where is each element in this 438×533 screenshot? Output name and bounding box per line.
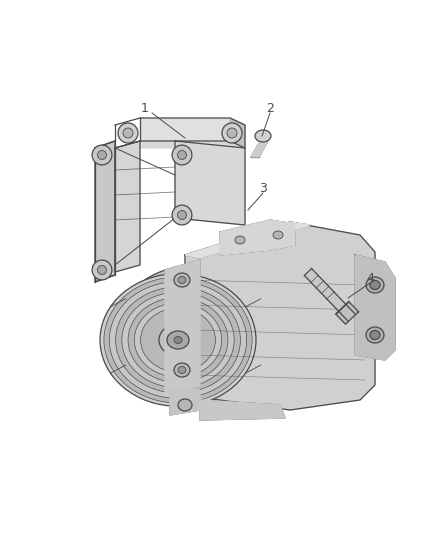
Polygon shape [170,390,200,415]
Polygon shape [185,222,310,258]
Ellipse shape [178,367,186,374]
Ellipse shape [370,330,380,340]
Ellipse shape [115,265,271,398]
Ellipse shape [227,128,237,138]
Ellipse shape [98,265,106,274]
Polygon shape [251,143,267,157]
Polygon shape [115,141,245,148]
Polygon shape [230,118,245,148]
Polygon shape [115,141,140,272]
Ellipse shape [177,211,187,220]
Ellipse shape [235,236,245,244]
Ellipse shape [178,399,192,411]
Ellipse shape [174,363,190,377]
Ellipse shape [255,130,271,142]
Ellipse shape [141,308,215,372]
Ellipse shape [167,331,189,349]
Polygon shape [185,222,375,410]
Text: 2: 2 [266,101,274,115]
Ellipse shape [100,274,256,406]
Ellipse shape [222,123,242,143]
Polygon shape [220,220,295,255]
Ellipse shape [366,327,384,343]
Ellipse shape [110,281,247,398]
Ellipse shape [174,273,190,287]
Polygon shape [355,255,395,360]
Ellipse shape [104,277,252,403]
Text: 3: 3 [259,182,267,195]
Ellipse shape [177,150,187,159]
Ellipse shape [178,277,186,284]
Ellipse shape [92,260,112,280]
Ellipse shape [370,280,380,289]
Polygon shape [304,269,356,321]
Ellipse shape [172,205,192,225]
Ellipse shape [122,292,234,387]
Polygon shape [200,400,285,420]
Ellipse shape [174,336,182,343]
Polygon shape [140,118,230,141]
Ellipse shape [273,231,283,239]
Polygon shape [336,302,359,324]
Ellipse shape [172,145,192,165]
Ellipse shape [116,287,240,393]
Text: 4: 4 [366,271,374,285]
Polygon shape [95,141,115,282]
Ellipse shape [98,150,106,159]
Ellipse shape [134,303,222,377]
Polygon shape [175,141,245,225]
Ellipse shape [123,128,133,138]
Text: 1: 1 [141,101,149,115]
Ellipse shape [159,324,197,356]
Ellipse shape [366,277,384,293]
Ellipse shape [128,297,228,383]
Ellipse shape [92,145,112,165]
Polygon shape [165,260,200,395]
Ellipse shape [118,123,138,143]
